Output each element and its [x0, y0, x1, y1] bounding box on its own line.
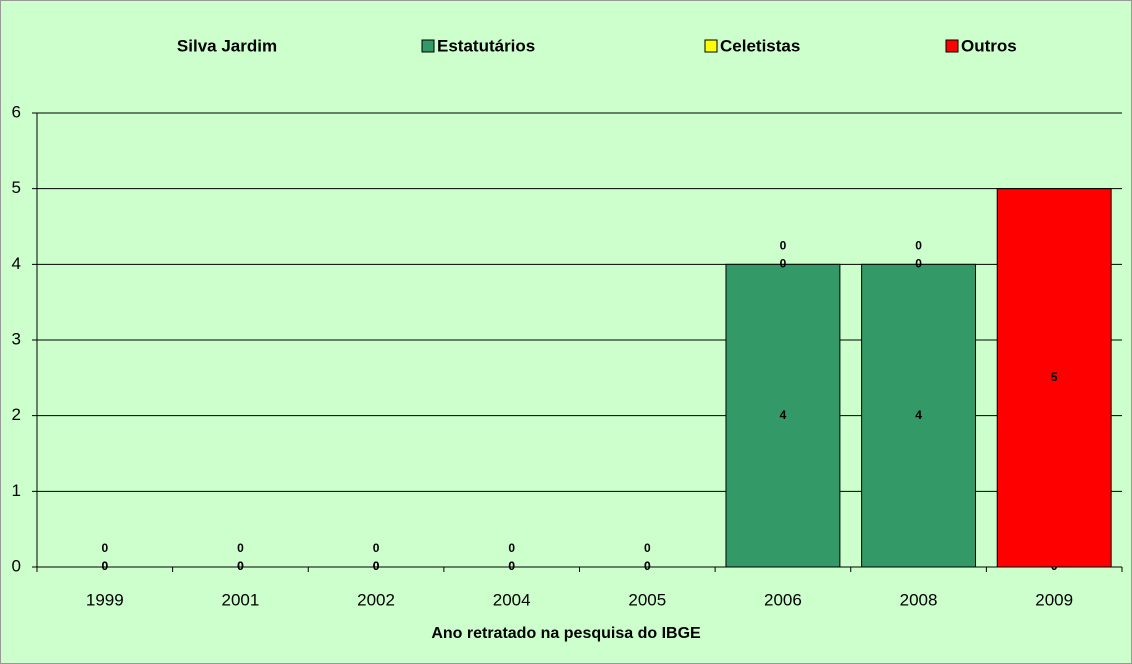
legend-label: Outros	[961, 36, 1017, 55]
data-label: 0	[373, 541, 380, 555]
x-tick-label: 2005	[628, 590, 666, 609]
data-label: 0	[644, 541, 651, 555]
data-label: 0	[780, 257, 787, 271]
data-label: 4	[915, 408, 922, 422]
data-label: 4	[780, 408, 787, 422]
data-label: 0	[101, 559, 108, 573]
data-label: 0	[237, 559, 244, 573]
legend-swatch	[421, 39, 435, 53]
data-label: 5	[1051, 370, 1058, 384]
y-tick-label: 2	[12, 405, 21, 424]
data-label: 0	[508, 559, 515, 573]
bar	[996, 188, 1112, 568]
x-tick-label: 2001	[222, 590, 260, 609]
y-tick-label: 6	[12, 102, 21, 121]
x-tick-label: 2002	[357, 590, 395, 609]
data-label: 0	[237, 541, 244, 555]
data-label: 0	[780, 239, 787, 253]
data-label: 0	[101, 541, 108, 555]
y-tick-label: 3	[12, 329, 21, 348]
legend-label: Celetistas	[720, 36, 800, 55]
bar	[725, 263, 841, 568]
x-axis-title: Ano retratado na pesquisa do IBGE	[431, 625, 701, 642]
y-tick-label: 5	[12, 178, 21, 197]
legend-swatch	[945, 39, 959, 53]
x-tick-label: 2009	[1035, 590, 1073, 609]
y-tick-label: 1	[12, 481, 21, 500]
data-label: 0	[915, 257, 922, 271]
data-label: 0	[644, 559, 651, 573]
y-tick-label: 4	[12, 254, 21, 273]
data-label: 0	[508, 559, 515, 573]
data-label: 0	[915, 239, 922, 253]
bar	[861, 263, 977, 568]
x-tick-label: 2006	[764, 590, 802, 609]
data-label: 0	[644, 559, 651, 573]
data-label: 0	[508, 541, 515, 555]
data-label: 0	[373, 559, 380, 573]
x-tick-label: 2004	[493, 590, 531, 609]
legend-title: Silva Jardim	[177, 36, 277, 55]
data-label: 0	[373, 559, 380, 573]
legend-swatch	[704, 39, 718, 53]
data-label: 0	[101, 559, 108, 573]
legend-label: Estatutários	[437, 36, 535, 55]
x-tick-label: 2008	[900, 590, 938, 609]
y-tick-label: 0	[12, 556, 21, 575]
data-label: 0	[237, 559, 244, 573]
x-tick-label: 1999	[86, 590, 124, 609]
